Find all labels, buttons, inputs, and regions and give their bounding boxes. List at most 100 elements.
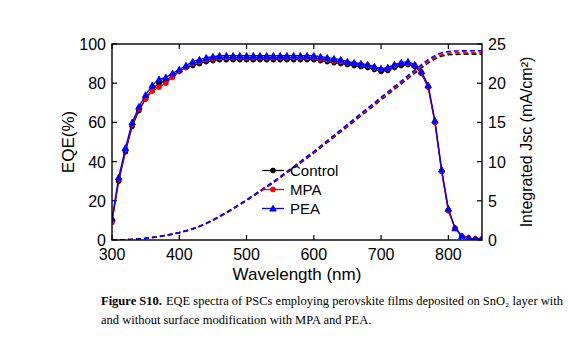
marker bbox=[438, 166, 444, 172]
marker bbox=[156, 76, 162, 82]
marker bbox=[136, 104, 142, 110]
eqe-line bbox=[112, 56, 482, 239]
caption-text: and without surface modification with MP… bbox=[101, 313, 371, 327]
marker bbox=[230, 53, 236, 59]
y2-tick bbox=[477, 200, 482, 201]
x-tick-top bbox=[448, 44, 449, 49]
marker bbox=[176, 66, 182, 72]
x-tick bbox=[448, 235, 449, 240]
marker bbox=[297, 53, 303, 59]
y2-tick-label: 10 bbox=[488, 154, 506, 171]
y-tick-label: 100 bbox=[79, 36, 106, 53]
y-axis-label: EQE(%) bbox=[59, 111, 78, 173]
plot-marks bbox=[112, 51, 482, 240]
marker bbox=[183, 62, 189, 68]
marker bbox=[257, 53, 263, 59]
marker bbox=[459, 233, 465, 239]
y2-tick bbox=[477, 83, 482, 84]
marker bbox=[163, 81, 168, 86]
y-tick-label: 20 bbox=[88, 193, 106, 210]
marker bbox=[391, 61, 397, 67]
legend-marker bbox=[270, 205, 276, 211]
marker bbox=[250, 53, 256, 59]
y-tick bbox=[112, 122, 117, 123]
marker bbox=[264, 53, 270, 59]
x-tick-label: 700 bbox=[368, 246, 395, 263]
x-tick-label: 800 bbox=[435, 246, 462, 263]
marker bbox=[364, 61, 370, 67]
marker bbox=[149, 82, 155, 88]
marker bbox=[351, 59, 357, 65]
legend-label: Control bbox=[290, 162, 338, 179]
marker bbox=[317, 54, 323, 60]
y2-axis-label: Integrated Jsc (mA/cm²) bbox=[518, 57, 535, 228]
marker bbox=[324, 55, 330, 61]
y-tick-label: 80 bbox=[88, 75, 106, 92]
marker bbox=[210, 54, 216, 60]
legend-marker bbox=[271, 168, 276, 173]
legend-label: MPA bbox=[290, 181, 321, 198]
y2-tick bbox=[477, 122, 482, 123]
marker bbox=[331, 56, 337, 62]
marker bbox=[453, 226, 458, 231]
legend-label: PEA bbox=[290, 200, 320, 217]
marker bbox=[150, 89, 155, 94]
y2-tick-label: 0 bbox=[488, 232, 497, 249]
y-tick-label: 40 bbox=[88, 154, 106, 171]
marker bbox=[142, 92, 148, 98]
marker bbox=[122, 145, 128, 151]
x-tick-top bbox=[380, 44, 381, 49]
marker bbox=[378, 65, 384, 71]
y2-tick-label: 20 bbox=[488, 75, 506, 92]
marker bbox=[196, 56, 202, 62]
marker bbox=[432, 117, 438, 123]
marker bbox=[163, 74, 169, 80]
marker bbox=[157, 85, 162, 90]
eqe-line bbox=[112, 58, 482, 239]
marker bbox=[243, 53, 249, 59]
marker bbox=[338, 56, 344, 62]
x-tick-label: 400 bbox=[166, 246, 193, 263]
caption-label: Figure S10. bbox=[101, 294, 162, 308]
y-tick bbox=[112, 161, 117, 162]
legend: Control MPA PEA bbox=[262, 162, 338, 217]
x-tick-top bbox=[313, 44, 314, 49]
x-tick bbox=[313, 235, 314, 240]
marker bbox=[452, 225, 458, 231]
marker bbox=[270, 53, 276, 59]
marker bbox=[344, 58, 350, 64]
marker bbox=[412, 61, 418, 67]
y2-tick-label: 5 bbox=[488, 193, 497, 210]
background bbox=[0, 0, 568, 351]
marker bbox=[223, 53, 229, 59]
legend-marker bbox=[271, 187, 276, 192]
marker bbox=[116, 174, 122, 180]
marker bbox=[169, 70, 175, 76]
marker bbox=[311, 53, 317, 59]
y-tick-label: 0 bbox=[97, 232, 106, 249]
marker bbox=[453, 226, 458, 231]
y2-tick-label: 25 bbox=[488, 36, 506, 53]
marker bbox=[358, 60, 364, 66]
y-tick bbox=[112, 83, 117, 84]
x-tick-label: 600 bbox=[300, 246, 327, 263]
y2-tick bbox=[477, 161, 482, 162]
marker bbox=[304, 53, 310, 59]
x-tick bbox=[380, 235, 381, 240]
marker bbox=[405, 58, 411, 64]
marker bbox=[445, 205, 451, 211]
eqe-line bbox=[112, 60, 482, 239]
x-tick-top bbox=[246, 44, 247, 49]
caption-line: Figure S10.EQE spectra of PSCs employing… bbox=[101, 294, 564, 308]
plot-frame bbox=[112, 44, 482, 240]
marker bbox=[398, 59, 404, 65]
x-tick bbox=[246, 235, 247, 240]
marker bbox=[237, 53, 243, 59]
marker bbox=[216, 53, 222, 59]
marker bbox=[290, 53, 296, 59]
marker bbox=[385, 64, 391, 70]
marker bbox=[465, 235, 471, 240]
jsc-line bbox=[112, 53, 482, 240]
x-tick-label: 500 bbox=[233, 246, 260, 263]
x-tick bbox=[179, 235, 180, 240]
